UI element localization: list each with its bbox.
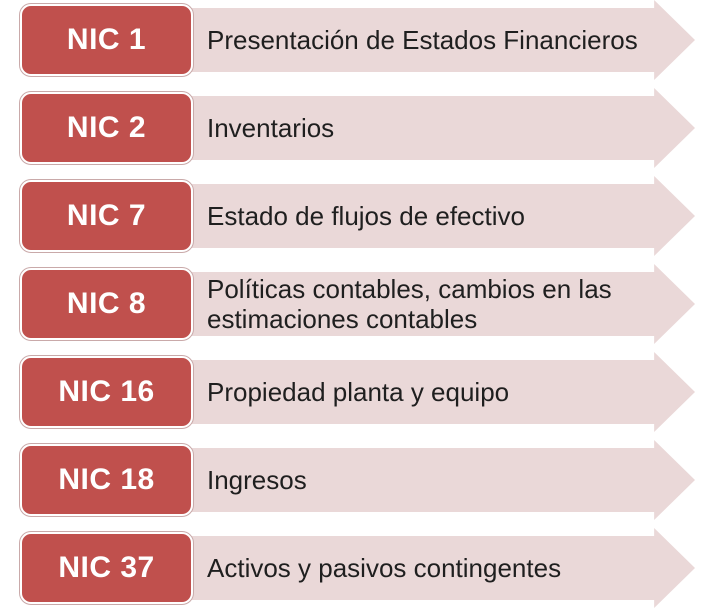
list-item-nic-1: Presentación de Estados Financieros NIC … bbox=[0, 0, 712, 80]
arrow-shape bbox=[150, 0, 695, 80]
item-code-badge: NIC 1 bbox=[20, 4, 193, 76]
arrow-shape bbox=[150, 264, 695, 344]
item-label: Ingresos bbox=[207, 465, 307, 495]
list-item-nic-18: Ingresos NIC 18 bbox=[0, 440, 712, 520]
item-label: Políticas contables, cambios en las esti… bbox=[207, 274, 612, 334]
item-code-badge: NIC 8 bbox=[20, 268, 193, 340]
item-code-badge: NIC 2 bbox=[20, 92, 193, 164]
item-code-badge: NIC 16 bbox=[20, 356, 193, 428]
arrow-shape bbox=[150, 528, 695, 608]
arrow-shape bbox=[150, 440, 695, 520]
list-item-nic-16: Propiedad planta y equipo NIC 16 bbox=[0, 352, 712, 432]
arrow-shape bbox=[150, 352, 695, 432]
item-label: Estado de flujos de efectivo bbox=[207, 201, 525, 231]
list-item-nic-7: Estado de flujos de efectivo NIC 7 bbox=[0, 176, 712, 256]
item-code-badge: NIC 18 bbox=[20, 444, 193, 516]
item-code-badge: NIC 7 bbox=[20, 180, 193, 252]
list-item-nic-37: Activos y pasivos contingentes NIC 37 bbox=[0, 528, 712, 608]
arrow-shape bbox=[150, 176, 695, 256]
list-item-nic-2: Inventarios NIC 2 bbox=[0, 88, 712, 168]
item-label: Presentación de Estados Financieros bbox=[207, 25, 638, 55]
item-label: Propiedad planta y equipo bbox=[207, 377, 510, 407]
item-code-badge: NIC 37 bbox=[20, 532, 193, 604]
list-item-nic-8: Políticas contables, cambios en las esti… bbox=[0, 264, 712, 344]
arrow-shape bbox=[150, 88, 695, 168]
item-label: Activos y pasivos contingentes bbox=[207, 553, 562, 583]
item-label: Inventarios bbox=[207, 113, 335, 143]
